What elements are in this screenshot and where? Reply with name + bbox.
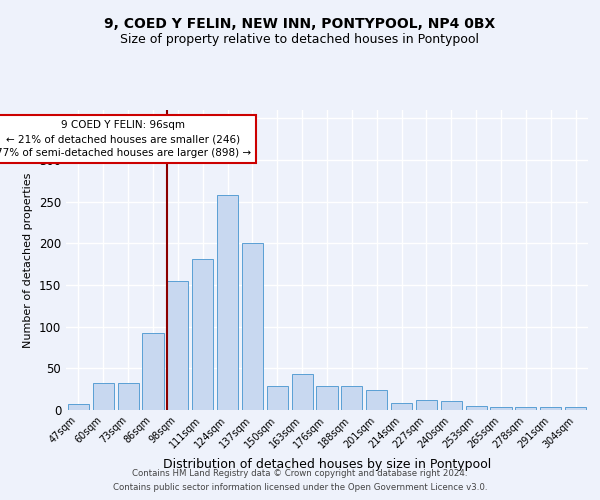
Bar [341, 386, 362, 410]
Bar [366, 390, 387, 410]
Bar [565, 406, 586, 410]
Bar [316, 386, 338, 410]
Bar [466, 406, 487, 410]
Bar [68, 404, 89, 410]
X-axis label: Distribution of detached houses by size in Pontypool: Distribution of detached houses by size … [163, 458, 491, 471]
Bar [391, 404, 412, 410]
Bar [93, 384, 114, 410]
Bar [217, 195, 238, 410]
Bar [142, 334, 164, 410]
Text: 9 COED Y FELIN: 96sqm
← 21% of detached houses are smaller (246)
77% of semi-det: 9 COED Y FELIN: 96sqm ← 21% of detached … [0, 120, 251, 158]
Bar [118, 382, 139, 410]
Text: Contains HM Land Registry data © Crown copyright and database right 2024.: Contains HM Land Registry data © Crown c… [132, 468, 468, 477]
Text: Contains public sector information licensed under the Open Government Licence v3: Contains public sector information licen… [113, 484, 487, 492]
Bar [515, 406, 536, 410]
Bar [441, 401, 462, 410]
Bar [490, 406, 512, 410]
Bar [416, 400, 437, 410]
Bar [540, 406, 561, 410]
Y-axis label: Number of detached properties: Number of detached properties [23, 172, 34, 348]
Bar [267, 386, 288, 410]
Text: 9, COED Y FELIN, NEW INN, PONTYPOOL, NP4 0BX: 9, COED Y FELIN, NEW INN, PONTYPOOL, NP4… [104, 18, 496, 32]
Bar [192, 259, 213, 410]
Bar [167, 281, 188, 410]
Bar [242, 242, 263, 410]
Bar [292, 374, 313, 410]
Text: Size of property relative to detached houses in Pontypool: Size of property relative to detached ho… [121, 32, 479, 46]
